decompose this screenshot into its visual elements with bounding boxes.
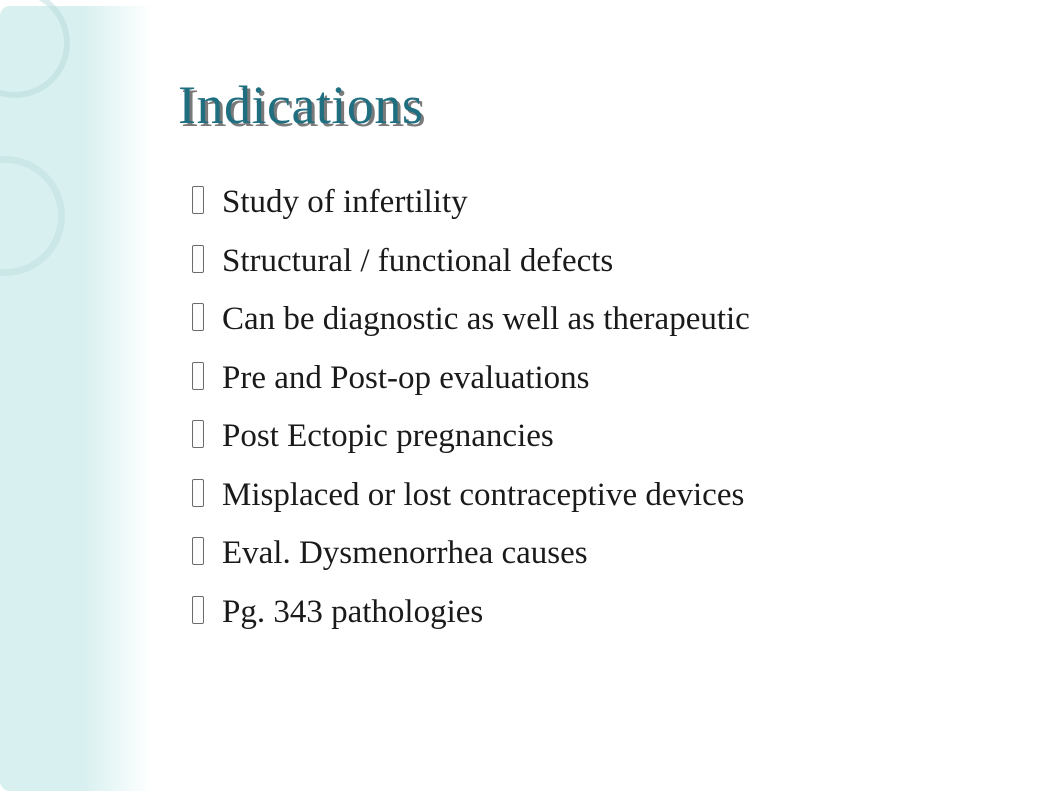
slide-title-wrap: Indications Indications <box>178 78 1002 132</box>
decorative-circle <box>0 0 70 98</box>
list-item: Study of infertility <box>188 180 1002 225</box>
slide-title: Indications <box>178 78 1002 132</box>
list-item: Eval. Dysmenorrhea causes <box>188 531 1002 576</box>
list-item: Pg. 343 pathologies <box>188 590 1002 635</box>
list-item: Post Ectopic pregnancies <box>188 414 1002 459</box>
list-item: Misplaced or lost contraceptive devices <box>188 473 1002 518</box>
side-accent-panel <box>0 6 152 791</box>
list-item: Structural / functional defects <box>188 239 1002 284</box>
list-item: Can be diagnostic as well as therapeutic <box>188 297 1002 342</box>
list-item: Pre and Post-op evaluations <box>188 356 1002 401</box>
slide-content: Indications Indications Study of inferti… <box>178 78 1002 648</box>
bullet-list: Study of infertility Structural / functi… <box>188 180 1002 634</box>
decorative-circle <box>0 156 65 276</box>
